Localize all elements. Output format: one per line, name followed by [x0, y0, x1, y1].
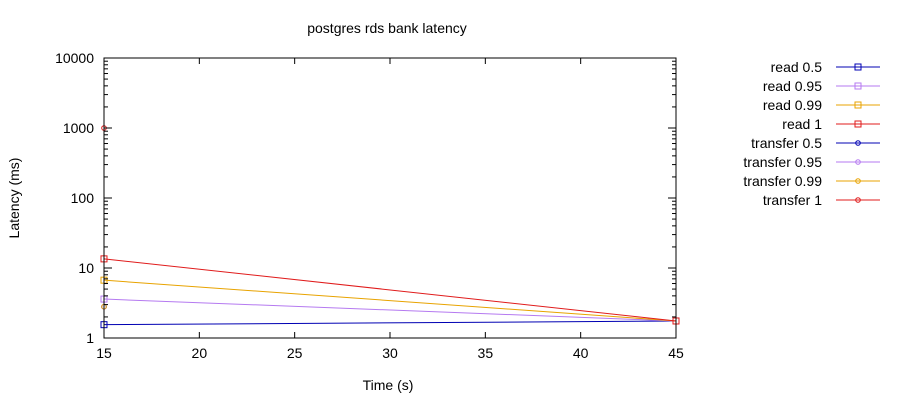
x-tick-label: 40: [573, 345, 589, 361]
series-line-read-0-95: [103, 298, 677, 322]
series-read-0-99: [100, 276, 680, 325]
axes: 15 20 25 30 35 40 45 1 10 100 1000 10000: [55, 50, 684, 361]
legend-marker: [854, 82, 862, 90]
y-tick-label: 1: [86, 330, 94, 346]
plot-frame: [103, 57, 677, 339]
x-tick-label: 45: [668, 345, 684, 361]
legend-marker: [854, 63, 862, 71]
legend-marker: [854, 101, 862, 109]
x-tick-label: 35: [478, 345, 494, 361]
series-read-0-5: [100, 317, 680, 329]
legend-marker: [855, 140, 861, 146]
legend-label: transfer 1: [763, 192, 822, 208]
y-tick-label: 10000: [55, 50, 94, 66]
legend-marker: [854, 120, 862, 128]
x-tick-label: 25: [287, 345, 303, 361]
y-tick-label: 100: [71, 190, 95, 206]
legend-label: read 0.99: [763, 97, 822, 113]
legend-item-read-0-5: read 0.5: [771, 59, 880, 75]
legend-item-transfer-0-5: transfer 0.5: [751, 135, 880, 151]
y-tick-label: 1000: [63, 120, 94, 136]
legend-marker: [855, 178, 861, 184]
legend-item-transfer-1: transfer 1: [763, 192, 880, 208]
legend-item-transfer-0-95: transfer 0.95: [743, 154, 880, 170]
legend-label: transfer 0.99: [743, 173, 822, 189]
y-tick-label: 10: [78, 260, 94, 276]
x-tick-label: 20: [192, 345, 208, 361]
legend-label: read 0.95: [763, 78, 822, 94]
legend-item-read-0-95: read 0.95: [763, 78, 880, 94]
x-tick-label: 30: [382, 345, 398, 361]
legend-item-transfer-0-99: transfer 0.99: [743, 173, 880, 189]
x-tick-label: 15: [96, 345, 112, 361]
legend-marker: [855, 197, 861, 203]
legend-item-read-0-99: read 0.99: [763, 97, 880, 113]
x-axis-title: Time (s): [363, 377, 414, 393]
legend-label: transfer 0.95: [743, 154, 822, 170]
series-line-read-0-5: [103, 320, 677, 326]
legend-label: read 0.5: [771, 59, 823, 75]
legend-item-read-1: read 1: [782, 116, 880, 132]
series-line-read-1: [103, 258, 677, 322]
y-axis-title: Latency (ms): [6, 158, 22, 239]
plot-area: [100, 125, 680, 329]
chart-title: postgres rds bank latency: [307, 20, 467, 36]
series-read-1: [100, 255, 680, 325]
legend-marker: [855, 159, 861, 165]
legend-label: transfer 0.5: [751, 135, 822, 151]
legend-label: read 1: [782, 116, 822, 132]
series-line-read-0-99: [103, 279, 677, 322]
legend: read 0.5 read 0.95 read 0.99 read 1 transfer…: [743, 59, 880, 208]
